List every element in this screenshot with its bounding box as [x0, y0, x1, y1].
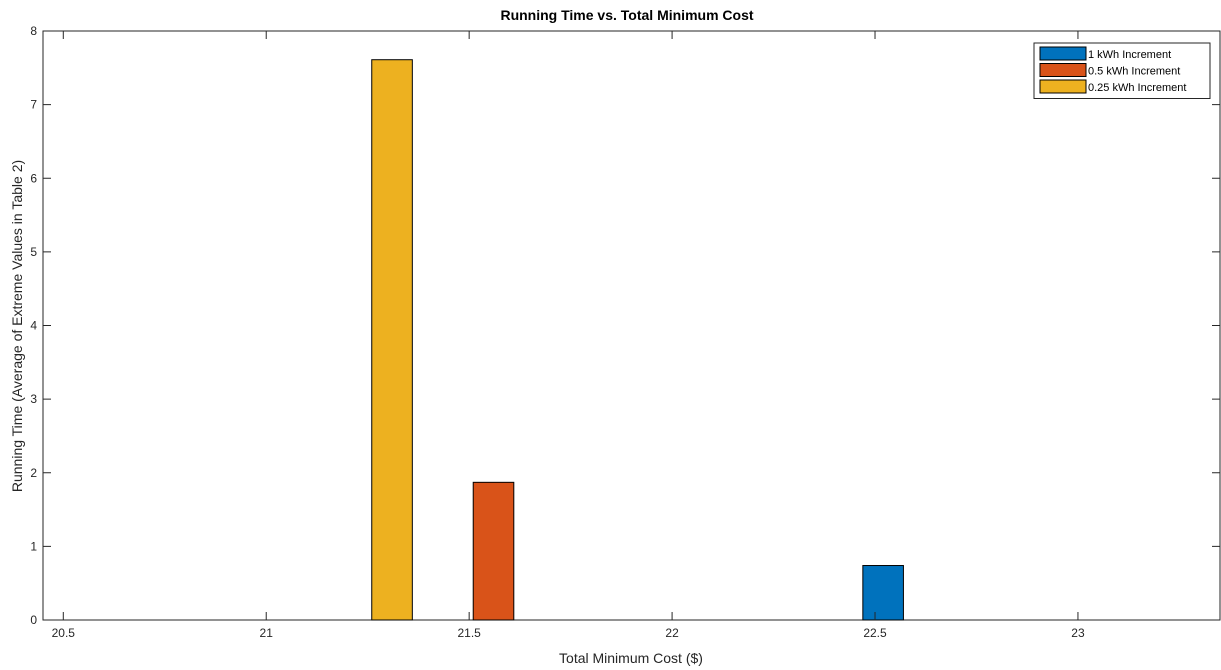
legend-entry-label: 0.25 kWh Increment — [1088, 82, 1186, 94]
bar — [862, 565, 904, 621]
y-tick-label: 0 — [30, 613, 37, 627]
legend-swatch — [1039, 63, 1087, 77]
y-tick-label: 7 — [30, 98, 37, 112]
x-tick-label: 20.5 — [52, 626, 76, 640]
y-axis-label: Running Time (Average of Extreme Values … — [9, 160, 25, 492]
x-axis: 20.5 21 21.5 22 22.5 23 — [52, 31, 1085, 640]
x-tick-label: 23 — [1071, 626, 1085, 640]
y-axis: 0 1 2 3 4 5 6 7 8 — [30, 24, 1220, 627]
y-tick-label: 2 — [30, 466, 37, 480]
x-axis-label: Total Minimum Cost ($) — [559, 650, 703, 666]
y-tick-label: 8 — [30, 24, 37, 38]
y-tick-label: 6 — [30, 171, 37, 185]
x-tick-label: 22.5 — [863, 626, 887, 640]
y-tick-label: 1 — [30, 539, 37, 553]
plot-area — [42, 30, 1221, 621]
chart-title: Running Time vs. Total Minimum Cost — [500, 7, 753, 23]
y-tick-label: 3 — [30, 392, 37, 406]
x-tick-label: 21 — [260, 626, 274, 640]
legend-entry-label: 0.5 kWh Increment — [1088, 66, 1180, 78]
x-tick-label: 22 — [665, 626, 679, 640]
legend-swatch — [1039, 46, 1087, 61]
bars-group — [371, 59, 904, 621]
y-tick-label: 4 — [30, 319, 37, 333]
bar — [371, 59, 413, 621]
legend: 1 kWh Increment 0.5 kWh Increment 0.25 kWh… — [1033, 42, 1211, 99]
y-tick-label: 5 — [30, 245, 37, 259]
x-tick-label: 21.5 — [457, 626, 481, 640]
bar — [472, 481, 515, 621]
legend-entry-label: 1 kWh Increment — [1088, 49, 1171, 61]
legend-swatch — [1039, 79, 1087, 94]
